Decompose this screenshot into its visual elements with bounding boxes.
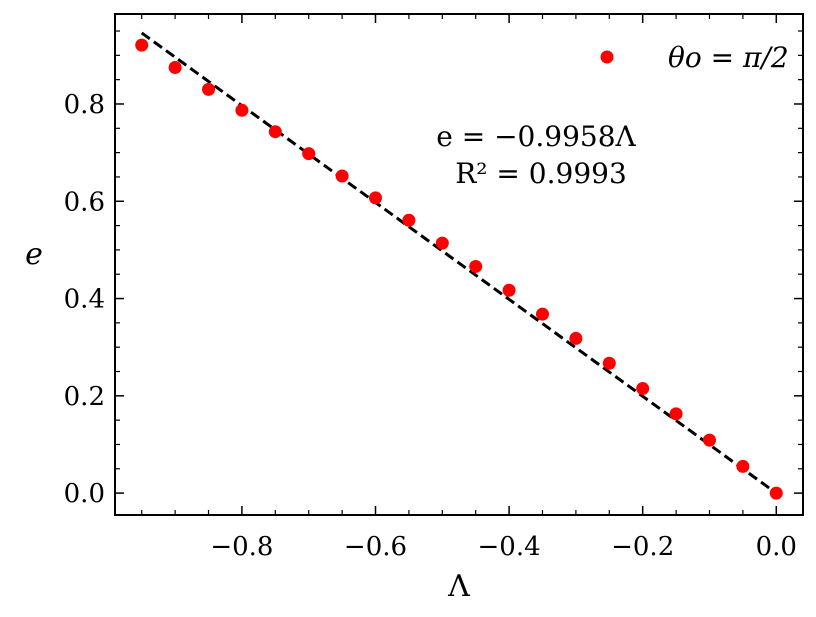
data-point	[702, 433, 716, 447]
points-layer	[135, 38, 783, 500]
data-point	[302, 147, 316, 161]
data-point	[202, 82, 216, 96]
legend: θo = π/2	[600, 41, 789, 74]
x-tick-label: 0.0	[756, 532, 797, 562]
data-point	[736, 459, 750, 473]
data-point	[135, 38, 149, 52]
data-point	[168, 61, 182, 75]
y-tick-label: 0.6	[64, 187, 105, 217]
y-tick-label: 0.0	[64, 479, 105, 509]
x-tick-label: −0.6	[344, 532, 407, 562]
data-point	[235, 103, 249, 117]
x-axis-label: Λ	[447, 569, 470, 604]
fit-equation-annotation: e = −0.9958Λ	[436, 120, 636, 153]
data-point	[335, 169, 349, 183]
data-point	[669, 407, 683, 421]
legend-entry: θo = π/2	[668, 41, 789, 74]
data-point	[602, 356, 616, 370]
data-point	[469, 259, 483, 273]
x-tick-label: −0.8	[210, 532, 273, 562]
data-point	[535, 307, 549, 321]
tick-labels-layer: −0.8 −0.6 −0.4 −0.2 0.0 0.0 0.2 0.4 0.6 0.8	[64, 90, 797, 562]
r-squared-annotation: R² = 0.9993	[455, 157, 627, 190]
y-tick-label: 0.8	[64, 90, 105, 120]
data-point	[502, 283, 516, 297]
data-point	[268, 125, 282, 139]
x-tick-label: −0.2	[611, 532, 674, 562]
x-tick-label: −0.4	[478, 532, 541, 562]
y-tick-label: 0.4	[64, 285, 105, 315]
data-point	[636, 382, 650, 396]
data-point	[435, 236, 449, 250]
plot-frame	[114, 13, 804, 516]
data-point	[769, 486, 783, 500]
data-point	[402, 213, 416, 227]
y-axis-label: e	[25, 237, 43, 272]
legend-marker	[600, 50, 614, 64]
data-point	[369, 191, 383, 205]
y-tick-label: 0.2	[64, 382, 105, 412]
data-point	[569, 331, 583, 345]
